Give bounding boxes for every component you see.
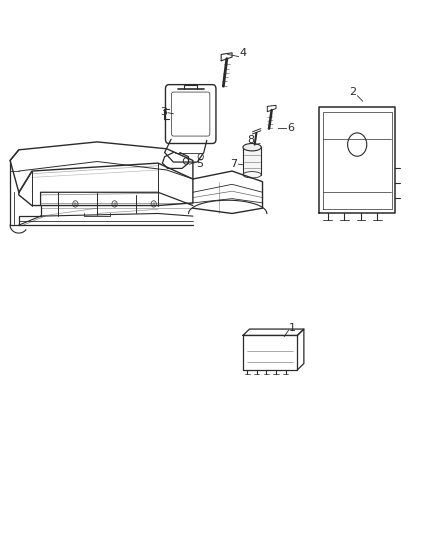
Text: 2: 2 — [350, 86, 357, 96]
Text: 1: 1 — [289, 323, 296, 333]
Text: 7: 7 — [230, 159, 237, 169]
Ellipse shape — [243, 143, 261, 151]
FancyBboxPatch shape — [172, 92, 210, 136]
Text: 6: 6 — [287, 123, 294, 133]
Ellipse shape — [243, 172, 261, 178]
Text: 5: 5 — [196, 159, 203, 168]
Text: 4: 4 — [240, 49, 247, 58]
Text: 3: 3 — [160, 107, 167, 117]
Bar — [243, 147, 261, 175]
Text: 8: 8 — [247, 135, 254, 146]
FancyBboxPatch shape — [166, 85, 216, 143]
